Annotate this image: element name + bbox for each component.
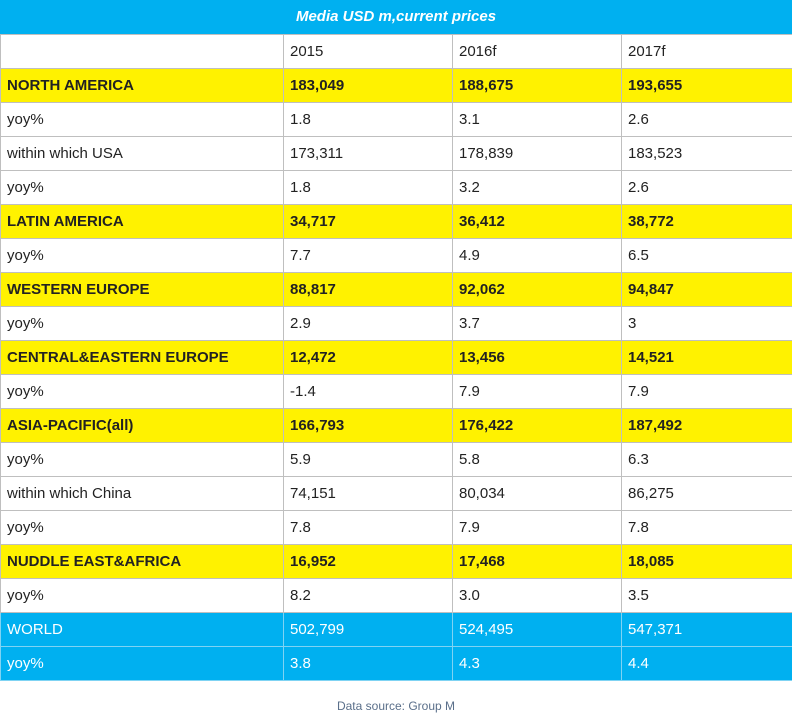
row-label: WESTERN EUROPE (0, 272, 284, 307)
value-cell: 7.9 (452, 374, 622, 409)
value-cell: 502,799 (283, 612, 453, 647)
detail-row: yoy% 1.8 3.1 2.6 (0, 102, 792, 137)
value-cell: 74,151 (283, 476, 453, 511)
value-cell: 188,675 (452, 68, 622, 103)
region-row: WESTERN EUROPE 88,817 92,062 94,847 (0, 272, 792, 307)
row-label: within which China (0, 476, 284, 511)
region-row: NORTH AMERICA 183,049 188,675 193,655 (0, 68, 792, 103)
value-cell: 17,468 (452, 544, 622, 579)
value-cell: 18,085 (621, 544, 792, 579)
value-cell: 3.0 (452, 578, 622, 613)
value-cell: 7.9 (452, 510, 622, 545)
value-cell: 7.9 (621, 374, 792, 409)
row-label: LATIN AMERICA (0, 204, 284, 239)
row-label: yoy% (0, 306, 284, 341)
detail-row: yoy% 2.9 3.7 3 (0, 306, 792, 341)
value-cell: 3.1 (452, 102, 622, 137)
world-row: WORLD 502,799 524,495 547,371 (0, 612, 792, 647)
value-cell: 4.4 (621, 646, 792, 681)
row-label: yoy% (0, 442, 284, 477)
header-cell-2017f: 2017f (621, 34, 792, 69)
value-cell: 7.7 (283, 238, 453, 273)
detail-row: yoy% 5.9 5.8 6.3 (0, 442, 792, 477)
row-label: NUDDLE EAST&AFRICA (0, 544, 284, 579)
region-row: CENTRAL&EASTERN EUROPE 12,472 13,456 14,521 (0, 340, 792, 375)
detail-row: within which USA 173,311 178,839 183,523 (0, 136, 792, 171)
detail-row: yoy% 1.8 3.2 2.6 (0, 170, 792, 205)
value-cell: 173,311 (283, 136, 453, 171)
header-cell-label (0, 34, 284, 69)
detail-row: yoy% 7.7 4.9 6.5 (0, 238, 792, 273)
value-cell: 92,062 (452, 272, 622, 307)
value-cell: 3.2 (452, 170, 622, 205)
value-cell: 4.9 (452, 238, 622, 273)
value-cell: 547,371 (621, 612, 792, 647)
row-label: CENTRAL&EASTERN EUROPE (0, 340, 284, 375)
row-label: WORLD (0, 612, 284, 647)
value-cell: 14,521 (621, 340, 792, 375)
value-cell: 2.6 (621, 170, 792, 205)
value-cell: 176,422 (452, 408, 622, 443)
world-row: yoy% 3.8 4.3 4.4 (0, 646, 792, 681)
value-cell: 7.8 (621, 510, 792, 545)
detail-row: yoy% 7.8 7.9 7.8 (0, 510, 792, 545)
value-cell: 187,492 (621, 408, 792, 443)
region-row: NUDDLE EAST&AFRICA 16,952 17,468 18,085 (0, 544, 792, 579)
value-cell: 3.7 (452, 306, 622, 341)
detail-row: yoy% 8.2 3.0 3.5 (0, 578, 792, 613)
value-cell: 38,772 (621, 204, 792, 239)
row-label: yoy% (0, 238, 284, 273)
detail-row: within which China 74,151 80,034 86,275 (0, 476, 792, 511)
value-cell: 94,847 (621, 272, 792, 307)
value-cell: 12,472 (283, 340, 453, 375)
value-cell: -1.4 (283, 374, 453, 409)
value-cell: 166,793 (283, 408, 453, 443)
row-label: yoy% (0, 102, 284, 137)
value-cell: 8.2 (283, 578, 453, 613)
region-row: LATIN AMERICA 34,717 36,412 38,772 (0, 204, 792, 239)
data-source-note: Data source: Group M (336, 699, 456, 713)
row-label: yoy% (0, 578, 284, 613)
value-cell: 2.9 (283, 306, 453, 341)
table-body: 2015 2016f 2017f NORTH AMERICA 183,049 188… (0, 34, 792, 681)
value-cell: 183,049 (283, 68, 453, 103)
value-cell: 3 (621, 306, 792, 341)
value-cell: 524,495 (452, 612, 622, 647)
value-cell: 7.8 (283, 510, 453, 545)
header-row: 2015 2016f 2017f (0, 34, 792, 69)
value-cell: 16,952 (283, 544, 453, 579)
row-label: ASIA-PACIFIC(all) (0, 408, 284, 443)
table-title: Media USD m,current prices (0, 0, 792, 34)
header-cell-2016f: 2016f (452, 34, 622, 69)
value-cell: 3.8 (283, 646, 453, 681)
value-cell: 88,817 (283, 272, 453, 307)
row-label: yoy% (0, 646, 284, 681)
value-cell: 3.5 (621, 578, 792, 613)
value-cell: 5.8 (452, 442, 622, 477)
value-cell: 34,717 (283, 204, 453, 239)
region-row: ASIA-PACIFIC(all) 166,793 176,422 187,492 (0, 408, 792, 443)
value-cell: 5.9 (283, 442, 453, 477)
row-label: yoy% (0, 374, 284, 409)
value-cell: 86,275 (621, 476, 792, 511)
value-cell: 1.8 (283, 102, 453, 137)
value-cell: 80,034 (452, 476, 622, 511)
value-cell: 6.3 (621, 442, 792, 477)
row-label: within which USA (0, 136, 284, 171)
row-label: NORTH AMERICA (0, 68, 284, 103)
value-cell: 4.3 (452, 646, 622, 681)
value-cell: 183,523 (621, 136, 792, 171)
header-cell-2015: 2015 (283, 34, 453, 69)
value-cell: 6.5 (621, 238, 792, 273)
row-label: yoy% (0, 510, 284, 545)
value-cell: 36,412 (452, 204, 622, 239)
value-cell: 13,456 (452, 340, 622, 375)
value-cell: 1.8 (283, 170, 453, 205)
value-cell: 2.6 (621, 102, 792, 137)
detail-row: yoy% -1.4 7.9 7.9 (0, 374, 792, 409)
value-cell: 178,839 (452, 136, 622, 171)
value-cell: 193,655 (621, 68, 792, 103)
row-label: yoy% (0, 170, 284, 205)
media-spend-table: 2015 2016f 2017f NORTH AMERICA 183,049 188… (0, 34, 792, 681)
